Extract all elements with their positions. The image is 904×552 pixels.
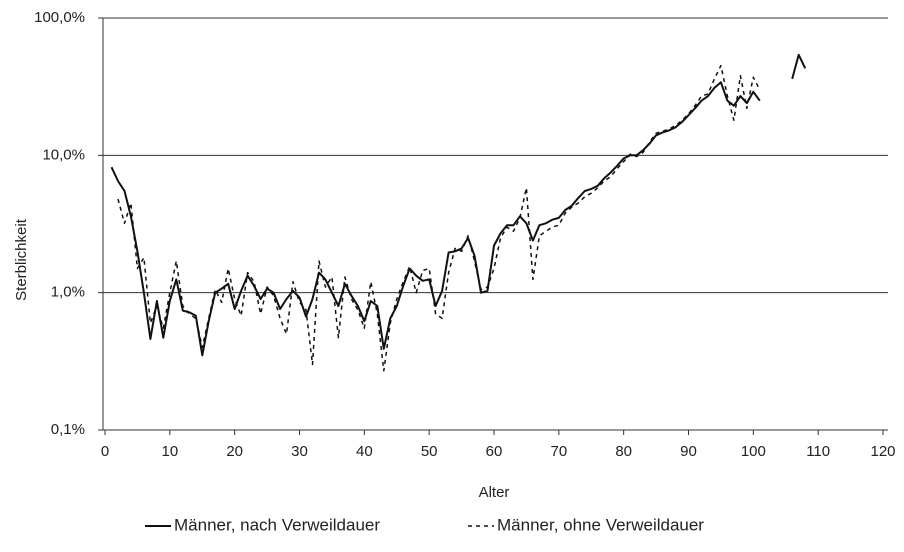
legend-label: Männer, ohne Verweildauer — [497, 515, 704, 534]
x-tick-label: 90 — [680, 443, 697, 460]
x-tick-label: 70 — [550, 443, 567, 460]
series-line — [110, 81, 761, 357]
series-line — [791, 53, 807, 80]
x-tick-label: 10 — [161, 443, 178, 460]
y-tick-label: 0,1% — [51, 421, 85, 438]
x-tick-label: 30 — [291, 443, 308, 460]
x-tick-label: 110 — [806, 443, 830, 460]
x-tick-label: 20 — [226, 443, 243, 460]
y-axis-label: Sterblichkeit — [13, 218, 30, 301]
x-tick-label: 50 — [421, 443, 438, 460]
legend-label: Männer, nach Verweildauer — [174, 515, 380, 534]
series-line — [117, 64, 761, 372]
x-tick-label: 80 — [615, 443, 632, 460]
x-tick-label: 40 — [356, 443, 373, 460]
x-tick-label: 0 — [101, 443, 109, 460]
y-tick-label: 10,0% — [42, 146, 85, 163]
x-tick-label: 100 — [741, 443, 766, 460]
y-tick-label: 100,0% — [34, 9, 85, 26]
x-axis-label: Alter — [479, 484, 510, 501]
x-tick-label: 60 — [486, 443, 503, 460]
y-tick-label: 1,0% — [51, 284, 85, 301]
x-tick-label: 120 — [870, 443, 895, 460]
